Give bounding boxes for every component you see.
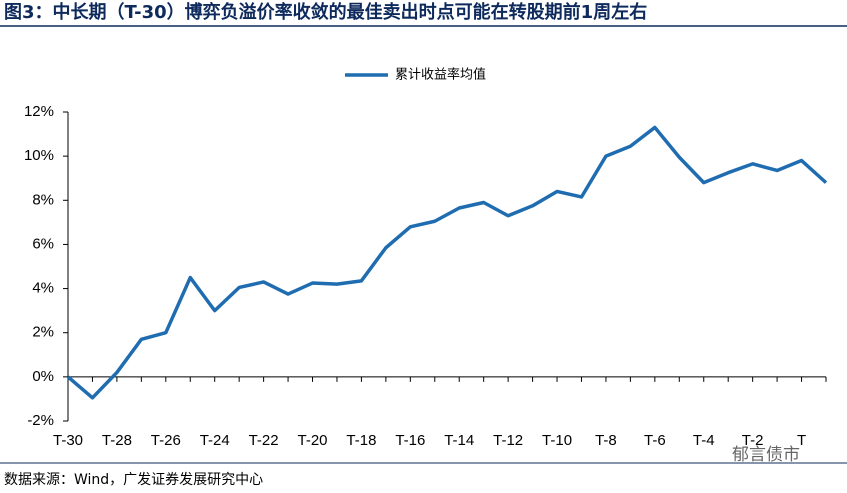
x-tick-label: T-30 (53, 432, 83, 449)
y-tick-label: 6% (32, 235, 54, 252)
x-tick-label: T (797, 432, 806, 449)
y-tick-label: 10% (24, 147, 54, 164)
y-tick-label: 12% (24, 103, 54, 120)
x-tick-label: T-2 (742, 432, 764, 449)
y-tick-label: 4% (32, 280, 54, 297)
x-tick-label: T-16 (395, 432, 425, 449)
y-tick-label: 2% (32, 324, 54, 341)
x-tick-label: T-22 (249, 432, 279, 449)
x-tick-label: T-14 (444, 432, 474, 449)
chart-title: 图3：中长期（T-30）博弈负溢价率收敛的最佳卖出时点可能在转股期前1周左右 (4, 1, 647, 23)
x-tick-label: T-10 (542, 432, 572, 449)
x-tick-label: T-8 (595, 432, 617, 449)
x-tick-label: T-24 (200, 432, 230, 449)
x-tick-label: T-26 (151, 432, 181, 449)
y-tick-label: -2% (27, 412, 54, 429)
x-tick-label: T-28 (102, 432, 132, 449)
x-tick-label: T-4 (693, 432, 715, 449)
legend-label: 累计收益率均值 (395, 67, 486, 83)
source: 数据来源：Wind，广发证券发展研究中心 (4, 472, 263, 488)
y-tick-label: 0% (32, 368, 54, 385)
x-tick-label: T-6 (644, 432, 666, 449)
x-tick-label: T-18 (346, 432, 376, 449)
x-tick-label: T-12 (493, 432, 523, 449)
y-tick-label: 8% (32, 191, 54, 208)
data-line (66, 125, 828, 400)
x-tick-label: T-20 (298, 432, 328, 449)
watermark: 郁言债市 (732, 445, 800, 465)
